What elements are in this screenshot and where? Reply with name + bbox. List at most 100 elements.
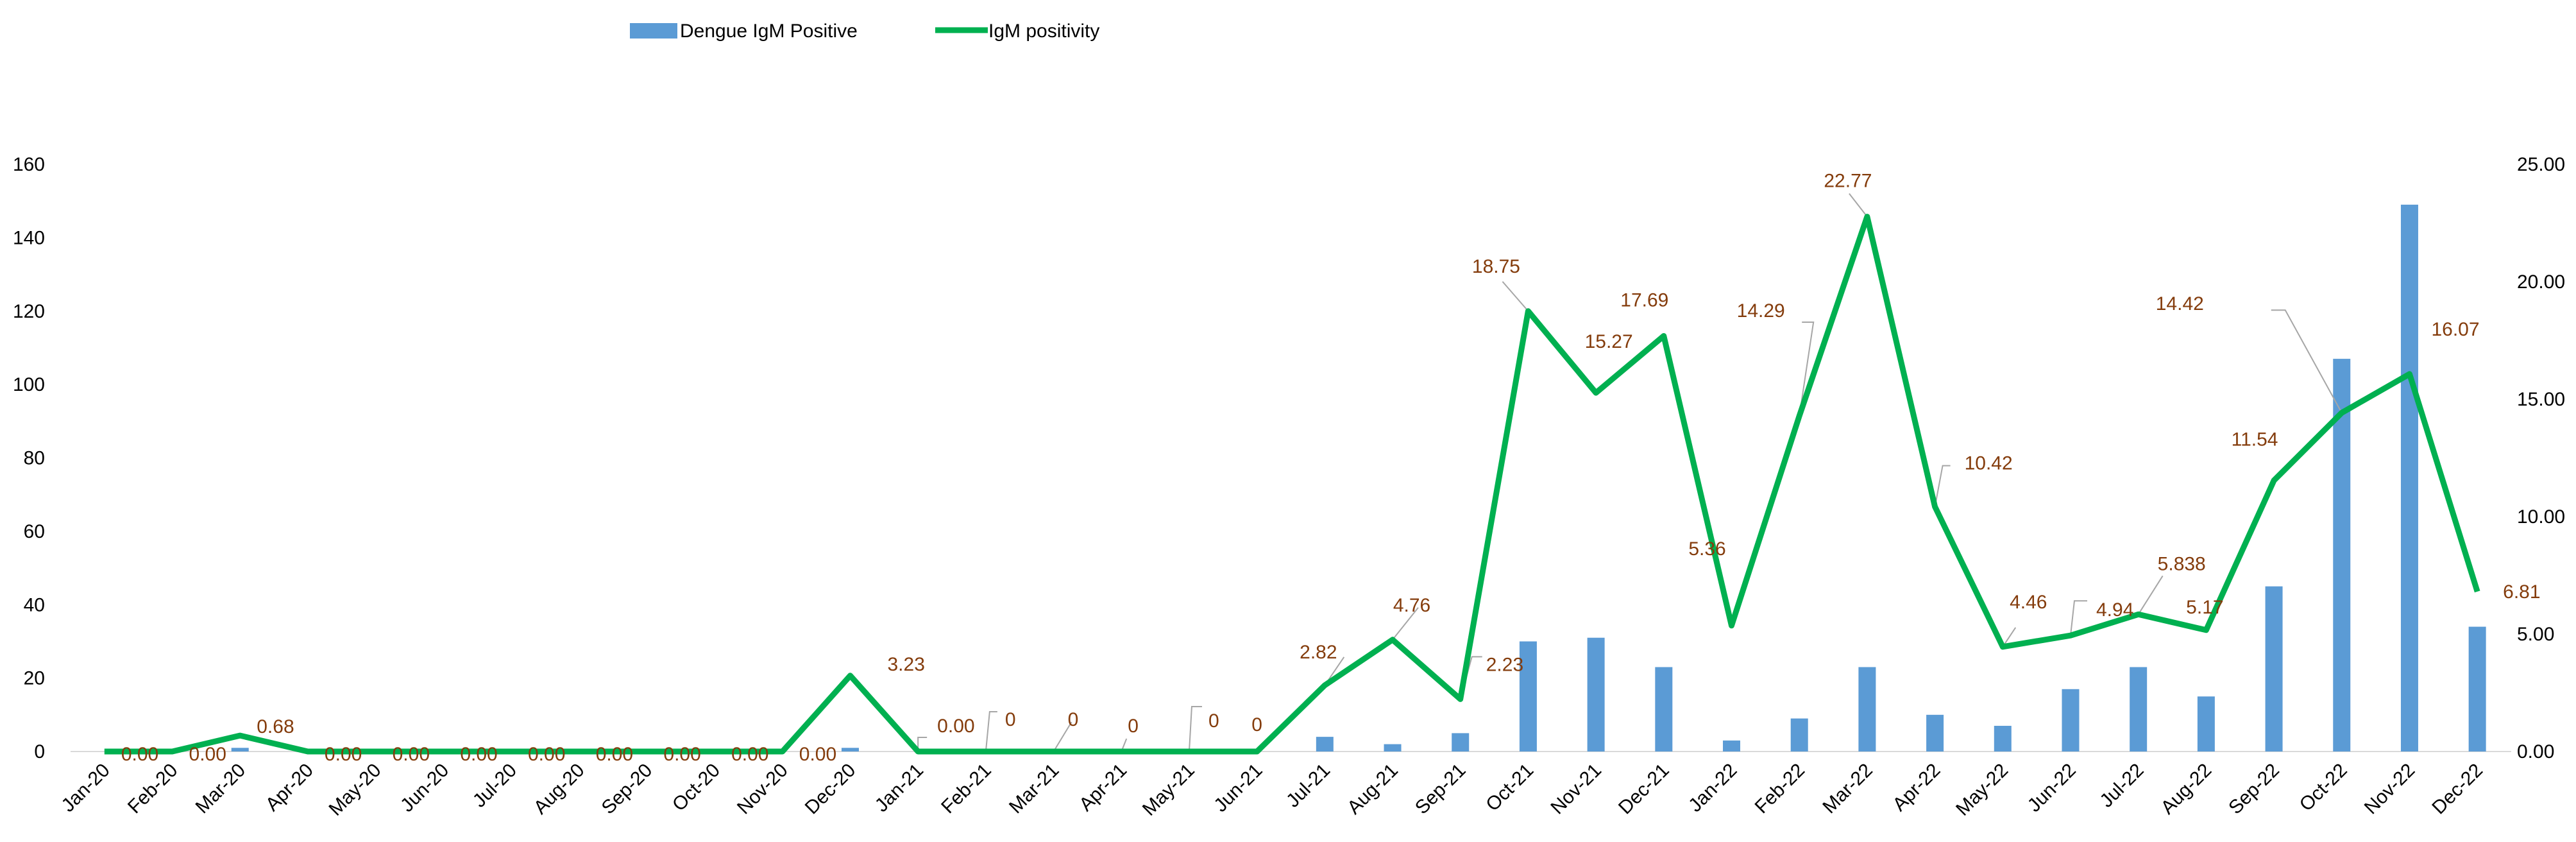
leader-line [1392, 607, 1419, 640]
x-tick-label: May-21 [1139, 760, 1199, 820]
bar [1926, 714, 1944, 752]
x-tick-label: Apr-22 [1889, 760, 1945, 816]
y-left-tick-label: 0 [34, 741, 45, 762]
bar [1790, 718, 1808, 752]
y-right-tick-label: 5.00 [2517, 624, 2554, 645]
y-left-tick-label: 60 [24, 521, 45, 542]
x-tick-label: Sep-21 [1411, 760, 1470, 819]
leader-line [2137, 575, 2164, 615]
x-tick-label: Feb-20 [124, 760, 182, 818]
y-left-tick-label: 160 [13, 154, 45, 175]
leader-line [1053, 721, 1072, 752]
bar [1587, 637, 1605, 752]
data-label: 0.00 [325, 744, 362, 765]
data-label: 14.42 [2156, 293, 2204, 314]
data-label: 0.00 [460, 744, 497, 765]
data-label: 0.00 [189, 744, 226, 765]
y-right-tick-label: 20.00 [2517, 271, 2565, 293]
x-tick-label: Jun-22 [2024, 760, 2080, 816]
bars [231, 204, 2486, 752]
data-label: 0 [1208, 710, 1219, 732]
x-tick-label: Aug-22 [2157, 760, 2216, 819]
x-tick-label: Oct-21 [1482, 760, 1538, 816]
leader-line [1502, 281, 1529, 312]
x-tick-label: Sep-20 [598, 760, 657, 819]
data-label: 0 [1128, 716, 1139, 737]
bar [2333, 359, 2351, 752]
x-tick-label: Jul-20 [469, 760, 521, 812]
x-tick-label: Feb-21 [937, 760, 996, 818]
x-tick-label: Mar-20 [192, 760, 250, 818]
data-label: 18.75 [1472, 256, 1520, 277]
legend-label-bar: Dengue IgM Positive [680, 21, 858, 42]
x-tick-label: Mar-21 [1005, 760, 1063, 818]
leader-line [2069, 600, 2087, 636]
data-label: 0.00 [393, 744, 430, 765]
left-axis: 0 20 40 60 80 100 120 140 160 [13, 154, 45, 762]
data-label: 0 [1068, 709, 1079, 730]
data-label: 0.00 [528, 744, 565, 765]
x-tick-label: Jul-21 [1282, 760, 1334, 812]
data-label: 0.00 [596, 744, 633, 765]
bar [2400, 204, 2418, 752]
data-label: 0 [1251, 714, 1262, 735]
leader-line [2271, 309, 2343, 413]
x-tick-label: Mar-22 [1818, 760, 1877, 818]
x-tick-label: Dec-22 [2428, 760, 2487, 819]
data-label: 22.77 [1824, 171, 1872, 192]
x-tick-label: Jan-22 [1684, 760, 1741, 816]
x-tick-label: Oct-22 [2296, 760, 2351, 816]
data-label: 4.46 [2010, 592, 2047, 613]
data-label: 5.838 [2158, 553, 2206, 574]
x-tick-label: Dec-21 [1614, 760, 1674, 819]
data-label: 0.00 [663, 744, 700, 765]
data-label: 2.23 [1486, 654, 1523, 675]
bar [2197, 696, 2215, 752]
x-tick-label: Jun-21 [1210, 760, 1266, 816]
data-label: 0.68 [257, 716, 294, 737]
data-labels: 0.00 0.00 0.68 0.00 0.00 0.00 0.00 0.00 0.00 0.00… [121, 171, 2541, 765]
x-axis-ticks: Jan-20 Feb-20 Mar-20 Apr-20 May-20 Jun-20 Jul-… [58, 760, 2487, 820]
y-left-tick-label: 80 [24, 448, 45, 469]
bar [1316, 737, 1334, 752]
y-right-tick-label: 25.00 [2517, 154, 2565, 175]
data-label: 0.00 [121, 744, 158, 765]
data-label: 2.82 [1300, 642, 1337, 663]
x-tick-label: Dec-20 [801, 760, 860, 819]
x-tick-label: Jul-22 [2096, 760, 2148, 812]
data-label: 3.23 [887, 654, 924, 675]
data-label: 15.27 [1585, 331, 1633, 352]
data-label: 0.00 [731, 744, 768, 765]
data-label: 0.00 [799, 744, 836, 765]
bar [1655, 667, 1673, 752]
bar [1994, 725, 2012, 752]
x-tick-label: May-20 [325, 760, 385, 820]
data-label: 14.29 [1737, 300, 1785, 322]
leader-line [917, 737, 928, 752]
bar [2130, 667, 2148, 752]
x-tick-label: Nov-20 [733, 760, 792, 819]
bar [1452, 733, 1470, 752]
data-label: 6.81 [2503, 581, 2540, 603]
data-label: 0 [1005, 709, 1016, 730]
leader-line [985, 711, 997, 752]
y-left-tick-label: 100 [13, 374, 45, 395]
y-left-tick-label: 120 [13, 301, 45, 322]
data-label: 11.54 [2232, 429, 2278, 451]
x-tick-label: Jan-20 [58, 760, 114, 816]
legend-label-line: IgM positivity [988, 21, 1099, 42]
x-tick-label: Apr-21 [1075, 760, 1131, 816]
x-tick-label: Nov-21 [1546, 760, 1606, 819]
right-axis: 0.00 5.00 10.00 15.00 20.00 25.00 [2517, 154, 2565, 762]
data-label: 5.36 [1688, 538, 1725, 560]
bar [231, 748, 249, 752]
x-tick-label: May-22 [1952, 760, 2012, 820]
y-right-tick-label: 15.00 [2517, 389, 2565, 410]
x-tick-label: Aug-20 [530, 760, 589, 819]
y-right-tick-label: 10.00 [2517, 506, 2565, 528]
x-tick-label: Jun-20 [396, 760, 453, 816]
leader-lines [917, 193, 2343, 752]
data-label: 16.07 [2431, 319, 2479, 340]
legend: Dengue IgM Positive IgM positivity [630, 21, 1099, 42]
igm-positivity-line [104, 214, 2480, 755]
